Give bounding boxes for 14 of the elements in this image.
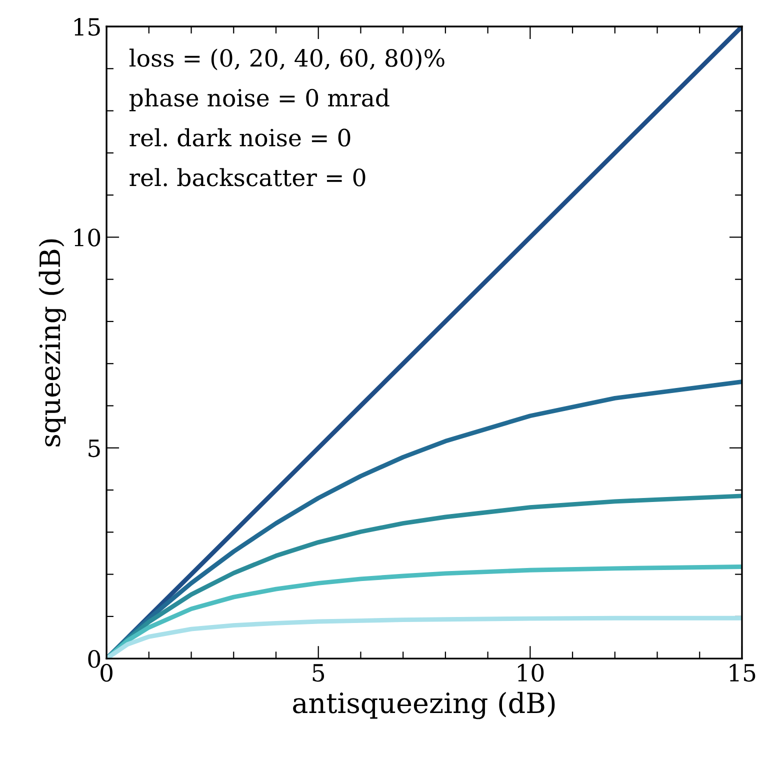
x-axis-title: antisqueezing (dB) [293,692,555,720]
annotation: rel. dark noise = 0 [130,128,350,147]
y-tick-label: 0 [88,650,100,668]
y-tick-label: 15 [74,18,100,36]
y-tick-label: 5 [88,440,100,458]
y-axis-title: squeezing (dB) [38,239,66,446]
x-tick-label: 0 [100,664,112,682]
x-tick-label: 15 [730,664,756,682]
y-tick-label: 10 [74,228,100,246]
annotation: rel. backscatter = 0 [130,168,366,186]
annotation: loss = (0, 20, 40, 60, 80)% [129,48,444,70]
x-tick-label: 5 [312,664,324,682]
annotation: phase noise = 0 mrad [129,88,390,112]
x-tick-label: 10 [518,664,544,682]
